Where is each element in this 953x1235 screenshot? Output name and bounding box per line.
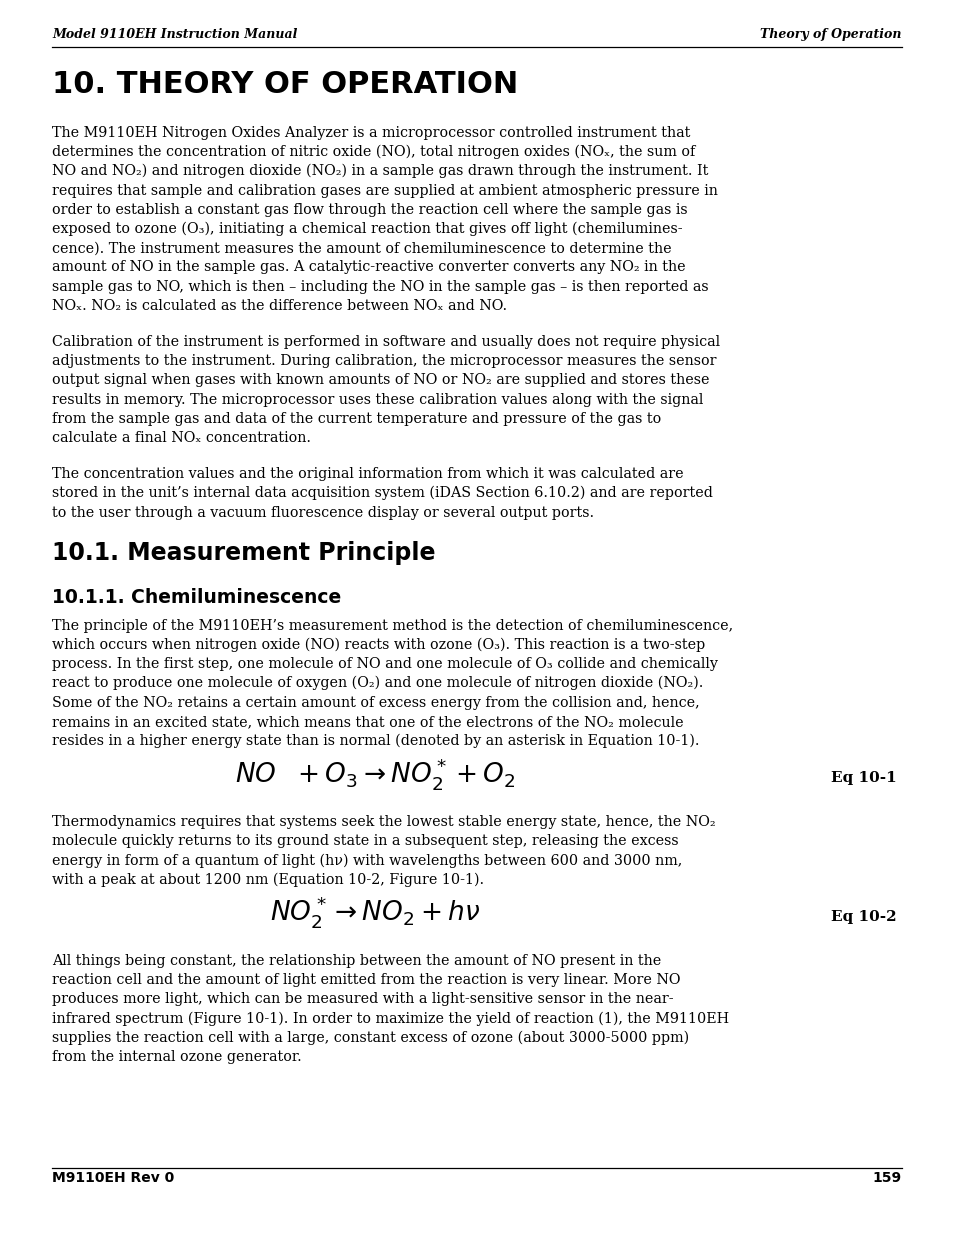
Text: output signal when gases with known amounts of NO or NO₂ are supplied and stores: output signal when gases with known amou… [52,373,709,388]
Text: determines the concentration of nitric oxide (NO), total nitrogen oxides (NOₓ, t: determines the concentration of nitric o… [52,144,695,159]
Text: energy in form of a quantum of light (hν) with wavelengths between 600 and 3000 : energy in form of a quantum of light (hν… [52,853,681,868]
Text: from the sample gas and data of the current temperature and pressure of the gas : from the sample gas and data of the curr… [52,411,660,426]
Text: molecule quickly returns to its ground state in a subsequent step, releasing the: molecule quickly returns to its ground s… [52,835,678,848]
Text: Eq 10-1: Eq 10-1 [830,771,896,785]
Text: resides in a higher energy state than is normal (denoted by an asterisk in Equat: resides in a higher energy state than is… [52,734,699,748]
Text: with a peak at about 1200 nm (Equation 10-2, Figure 10-1).: with a peak at about 1200 nm (Equation 1… [52,872,483,887]
Text: 159: 159 [872,1171,901,1186]
Text: requires that sample and calibration gases are supplied at ambient atmospheric p: requires that sample and calibration gas… [52,184,717,198]
Text: reaction cell and the amount of light emitted from the reaction is very linear. : reaction cell and the amount of light em… [52,973,679,987]
Text: Theory of Operation: Theory of Operation [760,28,901,41]
Text: sample gas to NO, which is then – including the NO in the sample gas – is then r: sample gas to NO, which is then – includ… [52,279,708,294]
Text: NOₓ. NO₂ is calculated as the difference between NOₓ and NO.: NOₓ. NO₂ is calculated as the difference… [52,299,507,312]
Text: infrared spectrum (Figure 10-1). In order to maximize the yield of reaction (1),: infrared spectrum (Figure 10-1). In orde… [52,1011,728,1025]
Text: The M9110EH Nitrogen Oxides Analyzer is a microprocessor controlled instrument t: The M9110EH Nitrogen Oxides Analyzer is … [52,126,690,140]
Text: Some of the NO₂ retains a certain amount of excess energy from the collision and: Some of the NO₂ retains a certain amount… [52,695,699,710]
Text: The principle of the M9110EH’s measurement method is the detection of chemilumin: The principle of the M9110EH’s measureme… [52,619,732,632]
Text: $\mathit{NO}\ \ +O_3 \rightarrow \mathit{NO}_2^*+O_2$: $\mathit{NO}\ \ +O_3 \rightarrow \mathit… [234,756,515,792]
Text: process. In the first step, one molecule of NO and one molecule of O₃ collide an: process. In the first step, one molecule… [52,657,717,671]
Text: 10.1.1. Chemiluminescence: 10.1.1. Chemiluminescence [52,588,341,606]
Text: 10. THEORY OF OPERATION: 10. THEORY OF OPERATION [52,70,517,99]
Text: M9110EH Rev 0: M9110EH Rev 0 [52,1171,174,1186]
Text: Thermodynamics requires that systems seek the lowest stable energy state, hence,: Thermodynamics requires that systems see… [52,815,715,829]
Text: remains in an excited state, which means that one of the electrons of the NO₂ mo: remains in an excited state, which means… [52,715,683,729]
Text: results in memory. The microprocessor uses these calibration values along with t: results in memory. The microprocessor us… [52,393,702,406]
Text: produces more light, which can be measured with a light-sensitive sensor in the : produces more light, which can be measur… [52,993,673,1007]
Text: amount of NO in the sample gas. A catalytic-reactive converter converts any NO₂ : amount of NO in the sample gas. A cataly… [52,261,685,274]
Text: from the internal ozone generator.: from the internal ozone generator. [52,1050,301,1065]
Text: All things being constant, the relationship between the amount of NO present in : All things being constant, the relations… [52,953,660,968]
Text: react to produce one molecule of oxygen (O₂) and one molecule of nitrogen dioxid: react to produce one molecule of oxygen … [52,676,702,690]
Text: cence). The instrument measures the amount of chemiluminescence to determine the: cence). The instrument measures the amou… [52,241,671,256]
Text: NO and NO₂) and nitrogen dioxide (NO₂) in a sample gas drawn through the instrum: NO and NO₂) and nitrogen dioxide (NO₂) i… [52,164,708,178]
Text: Model 9110EH Instruction Manual: Model 9110EH Instruction Manual [52,28,297,41]
Text: 10.1. Measurement Principle: 10.1. Measurement Principle [52,541,435,564]
Text: to the user through a vacuum fluorescence display or several output ports.: to the user through a vacuum fluorescenc… [52,505,594,520]
Text: order to establish a constant gas flow through the reaction cell where the sampl: order to establish a constant gas flow t… [52,203,687,217]
Text: which occurs when nitrogen oxide (NO) reacts with ozone (O₃). This reaction is a: which occurs when nitrogen oxide (NO) re… [52,637,704,652]
Text: $\mathit{NO}_2^* \rightarrow \mathit{NO}_2 + h\nu$: $\mathit{NO}_2^* \rightarrow \mathit{NO}… [270,894,479,930]
Text: Calibration of the instrument is performed in software and usually does not requ: Calibration of the instrument is perform… [52,335,720,350]
Text: stored in the unit’s internal data acquisition system (iDAS Section 6.10.2) and : stored in the unit’s internal data acqui… [52,487,712,500]
Text: adjustments to the instrument. During calibration, the microprocessor measures t: adjustments to the instrument. During ca… [52,354,716,368]
Text: supplies the reaction cell with a large, constant excess of ozone (about 3000-50: supplies the reaction cell with a large,… [52,1030,688,1045]
Text: exposed to ozone (O₃), initiating a chemical reaction that gives off light (chem: exposed to ozone (O₃), initiating a chem… [52,221,682,236]
Text: Eq 10-2: Eq 10-2 [830,910,896,924]
Text: calculate a final NOₓ concentration.: calculate a final NOₓ concentration. [52,431,311,445]
Text: The concentration values and the original information from which it was calculat: The concentration values and the origina… [52,467,683,482]
